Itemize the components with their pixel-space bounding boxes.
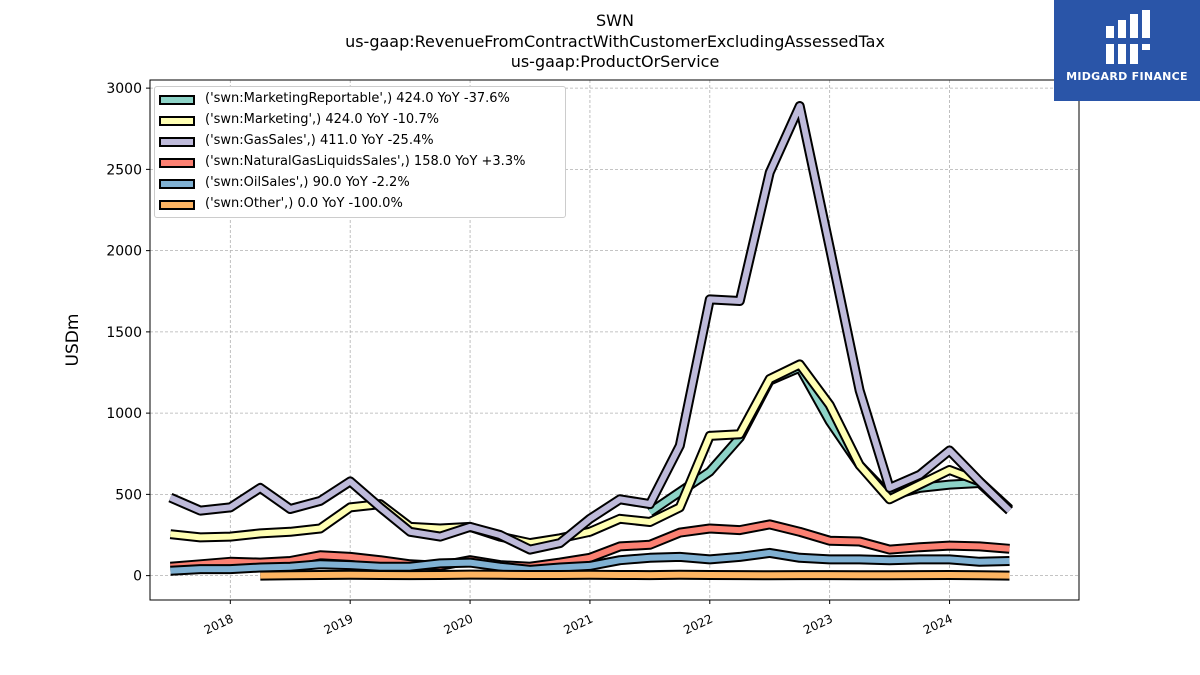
x-tick-label: 2023	[801, 612, 835, 638]
legend-label: ('swn:GasSales',) 411.0 YoY -25.4%	[205, 133, 434, 148]
y-tick-label: 3000	[106, 81, 142, 97]
x-tick-label: 2018	[202, 612, 236, 638]
legend-item: ('swn:NaturalGasLiquidsSales',) 158.0 Yo…	[159, 153, 559, 173]
legend-swatch	[159, 158, 195, 168]
y-tick-label: 2000	[106, 244, 142, 260]
x-tick-label: 2021	[561, 612, 595, 638]
series-line-1	[170, 361, 1012, 547]
y-tick-label: 1000	[106, 406, 142, 422]
legend-item: ('swn:Marketing',) 424.0 YoY -10.7%	[159, 111, 559, 131]
legend-swatch	[159, 95, 195, 105]
chart-title-line-1: SWN	[596, 11, 634, 30]
series-line-4	[170, 549, 1010, 574]
legend-item: ('swn:GasSales',) 411.0 YoY -25.4%	[159, 132, 559, 152]
legend-item: ('swn:Other',) 0.0 YoY -100.0%	[159, 195, 559, 215]
legend-label: ('swn:NaturalGasLiquidsSales',) 158.0 Yo…	[205, 154, 526, 169]
series-line-2	[169, 103, 1012, 553]
series-line-3	[170, 521, 1010, 570]
y-tick-label: 0	[133, 569, 142, 585]
legend-label: ('swn:OilSales',) 90.0 YoY -2.2%	[205, 175, 410, 190]
legend-item: ('swn:OilSales',) 90.0 YoY -2.2%	[159, 174, 559, 194]
x-tick-label: 2019	[322, 612, 356, 638]
legend-item: ('swn:MarketingReportable',) 424.0 YoY -…	[159, 90, 559, 110]
y-axis-label: USDm	[63, 314, 83, 367]
legend: ('swn:MarketingReportable',) 424.0 YoY -…	[154, 86, 566, 218]
x-tick-label: 2020	[442, 612, 476, 638]
legend-label: ('swn:Other',) 0.0 YoY -100.0%	[205, 196, 403, 211]
x-tick-label: 2024	[921, 612, 955, 638]
y-tick-label: 1500	[106, 325, 142, 341]
series-line-5	[260, 571, 1010, 579]
chart-title-line-3: us-gaap:ProductOrService	[510, 52, 720, 71]
y-tick-label: 2500	[106, 162, 142, 178]
legend-swatch	[159, 179, 195, 189]
chart-title-line-2: us-gaap:RevenueFromContractWithCustomerE…	[345, 32, 885, 51]
legend-swatch	[159, 200, 195, 210]
x-tick-label: 2022	[681, 612, 715, 638]
legend-swatch	[159, 116, 195, 126]
legend-label: ('swn:MarketingReportable',) 424.0 YoY -…	[205, 91, 510, 106]
y-tick-label: 500	[115, 487, 142, 503]
logo-mark-icon	[1106, 10, 1150, 64]
plot-frame	[149, 79, 1080, 601]
brand-logo: MIDGARD FINANCE	[1054, 0, 1200, 101]
legend-label: ('swn:Marketing',) 424.0 YoY -10.7%	[205, 112, 439, 127]
legend-swatch	[159, 137, 195, 147]
logo-text: MIDGARD FINANCE	[1066, 70, 1188, 83]
